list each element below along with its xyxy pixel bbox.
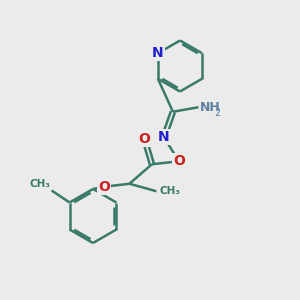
- Text: O: O: [139, 132, 150, 146]
- Text: CH₃: CH₃: [29, 179, 50, 189]
- Text: 2: 2: [214, 108, 220, 118]
- Text: NH: NH: [200, 101, 221, 114]
- Text: N: N: [152, 46, 164, 60]
- Text: N: N: [158, 130, 170, 144]
- Text: O: O: [98, 180, 110, 194]
- Text: CH₃: CH₃: [159, 186, 180, 196]
- Text: O: O: [173, 154, 185, 168]
